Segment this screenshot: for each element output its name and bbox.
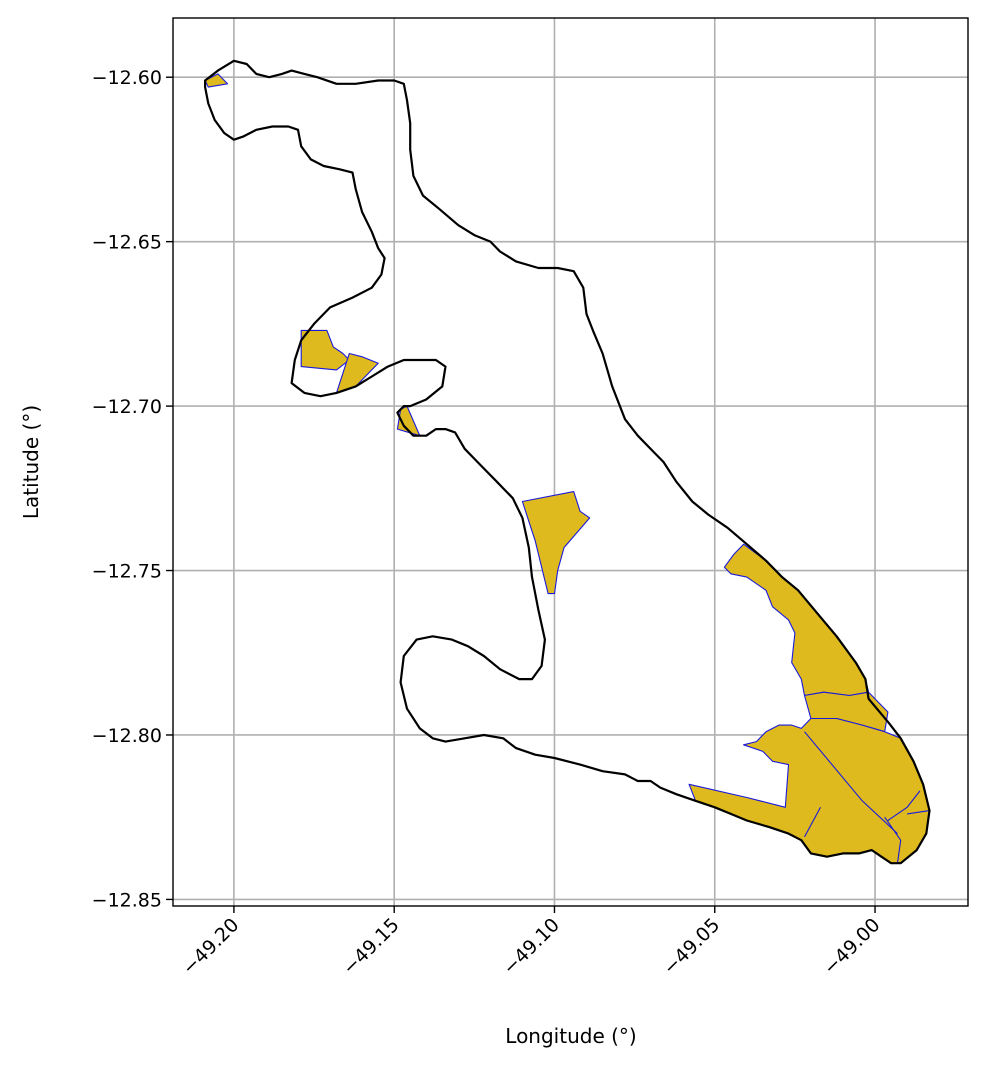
parcel-division-line bbox=[887, 790, 921, 821]
x-axis-label: Longitude (°) bbox=[505, 1024, 636, 1048]
y-tick-label: −12.85 bbox=[92, 889, 162, 911]
y-tick-label: −12.70 bbox=[92, 396, 162, 418]
y-tick-label: −12.80 bbox=[92, 725, 162, 747]
y-tick-label: −12.65 bbox=[92, 232, 162, 254]
y-tick-label: −12.75 bbox=[92, 561, 162, 583]
parcel-division-line bbox=[884, 816, 902, 864]
axes-frame bbox=[172, 17, 969, 907]
municipality-boundary bbox=[204, 59, 931, 865]
settlement-parcel bbox=[204, 73, 229, 88]
settlement-parcel bbox=[300, 329, 350, 371]
parcel-division-line bbox=[804, 807, 821, 838]
y-axis-label: Latitude (°) bbox=[19, 405, 43, 519]
parcel-division-line bbox=[907, 810, 930, 815]
y-axis-ticks: −12.60 −12.65 −12.70 −12.75 −12.80 −12.85 bbox=[92, 67, 173, 911]
municipality-boundary-layer bbox=[204, 59, 931, 865]
y-tick-label: −12.60 bbox=[92, 67, 162, 89]
settlement-parcel bbox=[521, 491, 591, 595]
parcel-division-line bbox=[804, 731, 898, 835]
